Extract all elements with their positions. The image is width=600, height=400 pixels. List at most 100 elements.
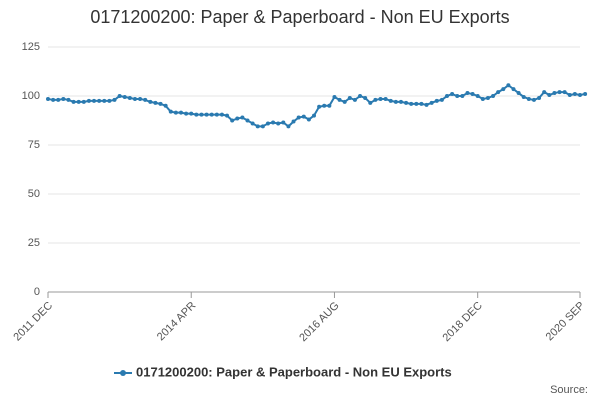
point xyxy=(86,98,91,103)
point xyxy=(358,94,363,98)
point xyxy=(271,120,276,125)
point xyxy=(143,97,148,102)
point xyxy=(521,94,526,99)
point xyxy=(71,99,76,104)
point xyxy=(327,103,332,108)
point xyxy=(378,96,383,101)
point xyxy=(506,83,511,88)
point xyxy=(393,99,398,104)
point xyxy=(92,98,97,103)
x-tick-label: 2014 APR xyxy=(155,300,199,344)
point xyxy=(501,87,506,92)
source-label: Source: xyxy=(550,384,588,396)
point xyxy=(296,115,301,120)
point xyxy=(301,114,306,119)
point xyxy=(117,94,122,98)
x-tick-label: 2016 AUG xyxy=(297,300,341,344)
point xyxy=(424,102,429,107)
x-tick-label: 2011 DEC xyxy=(11,300,55,344)
point xyxy=(153,100,158,105)
point xyxy=(352,97,357,102)
point xyxy=(542,90,547,95)
point xyxy=(434,98,439,103)
y-tick-label: 125 xyxy=(22,41,40,53)
point xyxy=(583,92,588,97)
y-tick-label: 50 xyxy=(28,188,40,200)
point xyxy=(240,115,245,120)
point xyxy=(56,97,61,102)
point xyxy=(419,101,424,106)
x-tick-label: 2020 SEP xyxy=(544,300,588,344)
point xyxy=(332,94,337,99)
point xyxy=(322,103,327,108)
point xyxy=(61,96,66,101)
point xyxy=(450,92,455,97)
point xyxy=(148,99,153,104)
point xyxy=(76,99,81,104)
line xyxy=(47,83,586,128)
point xyxy=(552,91,557,96)
point xyxy=(46,96,50,101)
point xyxy=(260,124,265,129)
point xyxy=(578,93,582,98)
point xyxy=(347,95,352,100)
point xyxy=(516,91,521,96)
point xyxy=(398,99,403,104)
y-tick-label: 75 xyxy=(28,139,40,151)
point xyxy=(317,104,322,109)
point xyxy=(388,98,393,103)
point xyxy=(368,100,373,105)
point xyxy=(184,111,189,116)
point xyxy=(265,121,270,126)
point xyxy=(383,96,388,101)
point xyxy=(163,103,168,108)
point xyxy=(122,94,127,99)
point xyxy=(439,97,444,102)
point xyxy=(337,97,342,102)
point xyxy=(291,119,296,124)
point xyxy=(409,101,414,106)
point xyxy=(51,97,56,102)
point xyxy=(485,95,490,100)
point xyxy=(102,98,107,103)
point xyxy=(138,96,143,101)
legend-label: 0171200200: Paper & Paperboard - Non EU … xyxy=(136,364,452,379)
point xyxy=(158,101,163,106)
point xyxy=(204,112,209,117)
point xyxy=(572,92,577,97)
point xyxy=(97,98,102,103)
x-tick-label: 2018 DEC xyxy=(440,300,484,344)
point xyxy=(276,121,281,126)
point xyxy=(567,93,572,98)
legend-marker xyxy=(120,370,126,376)
point xyxy=(342,99,347,104)
point xyxy=(173,110,178,115)
point xyxy=(312,113,316,118)
point xyxy=(547,93,552,98)
point xyxy=(235,116,240,121)
point xyxy=(281,120,286,125)
point xyxy=(179,110,183,115)
y-tick-label: 25 xyxy=(28,237,40,249)
point xyxy=(491,94,496,98)
point xyxy=(250,121,255,126)
point xyxy=(194,112,199,117)
point xyxy=(209,112,214,117)
point xyxy=(168,109,173,114)
point xyxy=(225,113,230,118)
point xyxy=(475,94,480,98)
point xyxy=(127,95,132,100)
point xyxy=(404,100,409,105)
point xyxy=(455,94,460,98)
point xyxy=(460,94,465,98)
point xyxy=(470,92,475,97)
y-tick-label: 100 xyxy=(22,90,40,102)
point xyxy=(526,96,531,101)
point xyxy=(480,96,485,101)
point xyxy=(81,99,86,104)
point xyxy=(557,90,562,95)
point xyxy=(107,98,112,103)
point xyxy=(414,101,419,106)
point xyxy=(373,97,378,102)
